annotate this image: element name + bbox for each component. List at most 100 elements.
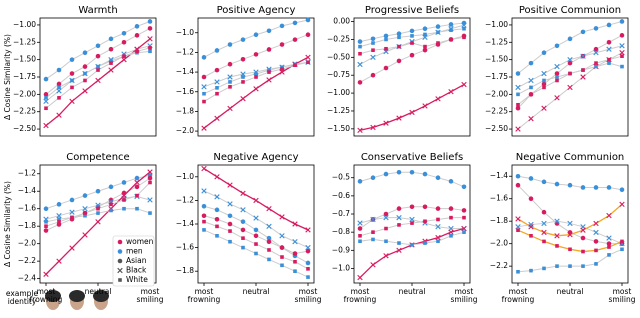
marker <box>607 57 611 62</box>
marker <box>267 248 271 252</box>
marker <box>134 184 140 190</box>
marker <box>305 32 311 38</box>
marker <box>436 239 440 244</box>
marker <box>620 54 624 58</box>
marker <box>293 63 297 67</box>
marker <box>241 245 245 250</box>
marker <box>370 36 376 42</box>
plot-frame <box>197 164 315 284</box>
marker <box>44 224 48 228</box>
marker <box>448 179 454 184</box>
legend-swatch <box>117 258 123 264</box>
marker <box>306 60 310 65</box>
marker <box>305 227 311 233</box>
marker <box>357 127 363 133</box>
marker <box>449 215 453 220</box>
marker <box>279 42 285 47</box>
marker <box>607 253 611 257</box>
x-tick-label: neutral <box>556 287 584 296</box>
marker <box>383 33 389 39</box>
marker <box>606 185 612 190</box>
marker <box>593 220 599 227</box>
marker <box>82 50 88 56</box>
marker <box>528 77 534 84</box>
marker <box>528 221 534 228</box>
y-tick-label: −1.2 <box>176 47 194 56</box>
marker <box>554 181 560 187</box>
marker <box>109 202 113 207</box>
y-tick-label: −0.7 <box>332 209 350 218</box>
y-tick-label: −1.0 <box>176 28 194 37</box>
marker <box>56 88 62 94</box>
marker <box>215 86 219 90</box>
legend-label: women <box>126 237 154 246</box>
legend-label: White <box>126 275 148 284</box>
marker <box>396 206 402 211</box>
marker <box>266 239 272 244</box>
marker <box>147 175 153 181</box>
marker <box>461 225 467 232</box>
marker <box>619 19 625 24</box>
marker <box>293 269 297 273</box>
marker <box>462 26 466 31</box>
marker <box>305 248 311 254</box>
marker <box>619 43 625 49</box>
y-tick-label: −0.6 <box>332 191 350 200</box>
marker <box>240 190 246 197</box>
marker <box>148 211 152 215</box>
x-tick-label: neutral <box>398 287 426 296</box>
marker <box>529 268 533 273</box>
marker <box>435 224 441 230</box>
marker <box>516 102 520 107</box>
marker <box>383 65 389 71</box>
x-tick-label: most smiling <box>294 287 322 304</box>
y-tick-label: −1.6 <box>490 194 508 203</box>
marker <box>121 180 127 185</box>
y-tick-label: −1.00 <box>485 20 508 29</box>
marker <box>383 211 389 217</box>
panel-title: Warmth <box>78 5 117 16</box>
panel-title: Negative Agency <box>213 152 298 163</box>
marker <box>422 171 428 177</box>
marker <box>541 220 547 227</box>
marker <box>397 44 401 49</box>
marker <box>593 50 599 56</box>
marker <box>606 22 612 28</box>
y-tick-label: −1.6 <box>176 243 194 252</box>
marker <box>135 49 139 54</box>
marker <box>358 44 362 49</box>
marker <box>292 239 298 245</box>
marker <box>555 75 559 79</box>
marker <box>371 237 375 242</box>
y-tick-label: −1.8 <box>176 106 194 115</box>
marker <box>95 202 101 208</box>
y-tick-label: −1.2 <box>176 195 194 204</box>
marker <box>96 206 100 211</box>
marker <box>83 78 87 83</box>
marker <box>202 228 206 232</box>
marker <box>147 197 153 203</box>
marker <box>227 61 233 67</box>
marker <box>396 169 402 175</box>
marker <box>606 235 612 241</box>
marker <box>554 233 560 239</box>
marker <box>83 211 87 215</box>
marker <box>593 239 599 244</box>
marker <box>448 22 454 27</box>
marker <box>594 64 598 69</box>
marker <box>515 224 521 230</box>
marker <box>279 23 285 29</box>
marker <box>371 230 375 234</box>
marker <box>122 54 126 58</box>
marker <box>435 24 441 29</box>
marker <box>201 204 207 209</box>
marker <box>82 64 88 69</box>
marker <box>201 188 207 194</box>
y-tick-label: −1.8 <box>490 216 508 225</box>
marker <box>280 67 284 71</box>
marker <box>554 71 560 76</box>
y-tick-label: −1.75 <box>13 72 36 81</box>
marker <box>370 72 376 78</box>
y-tick-label: −2.50 <box>485 124 508 133</box>
fit-line <box>203 19 309 58</box>
